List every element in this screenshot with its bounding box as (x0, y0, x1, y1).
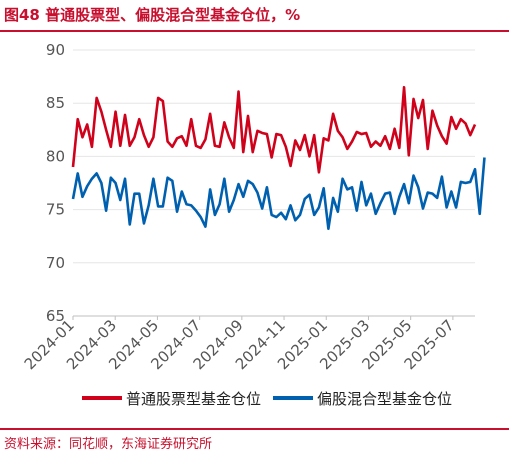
legend: 普通股票型基金仓位 偏股混合型基金仓位 (82, 390, 452, 408)
line-chart: 6570758085902024-012024-032024-052024-07… (21, 41, 486, 408)
legend-label: 偏股混合型基金仓位 (317, 390, 452, 408)
series-lines (71, 85, 486, 231)
y-tick-label: 90 (46, 41, 65, 59)
chart-title: 图48 普通股票型、偏股混合型基金仓位，% (4, 6, 301, 24)
y-tick-label: 65 (46, 307, 65, 325)
y-tick-label: 75 (46, 201, 65, 219)
y-tick-label: 70 (46, 254, 65, 272)
y-tick-label: 85 (46, 94, 65, 112)
legend-label: 普通股票型基金仓位 (126, 390, 261, 408)
source-note: 资料来源：同花顺，东海证券研究所 (4, 437, 213, 452)
title-divider (0, 30, 509, 32)
footer-divider (0, 428, 509, 430)
gridlines (73, 49, 475, 317)
series-line-1 (71, 85, 477, 174)
series-line-2 (71, 157, 486, 231)
y-tick-label: 80 (46, 147, 65, 165)
